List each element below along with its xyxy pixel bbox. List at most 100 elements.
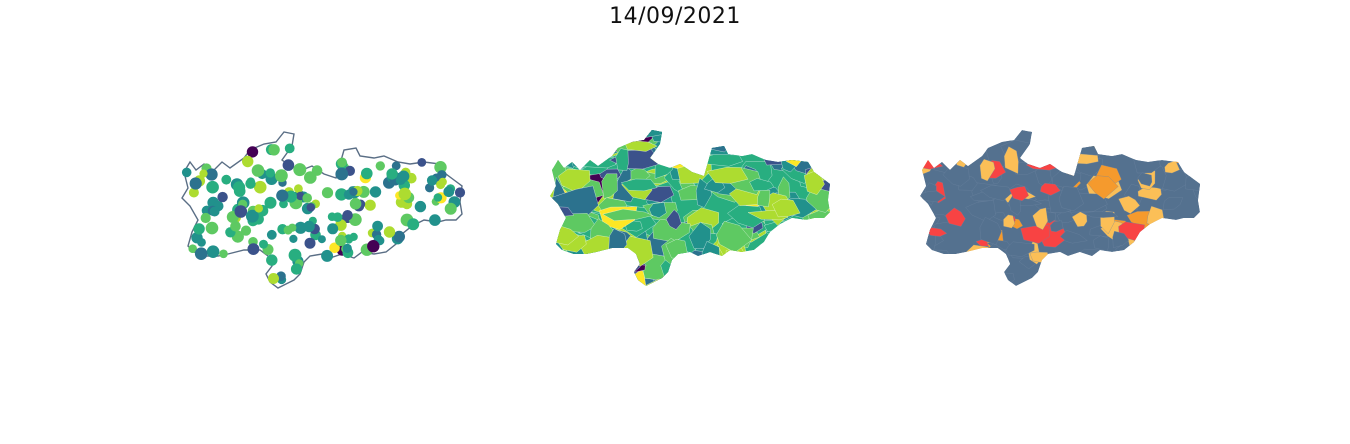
municipality-region (754, 130, 777, 151)
municipality-region (600, 268, 618, 286)
municipality-point (329, 242, 340, 254)
municipality-point (375, 161, 385, 171)
municipality-point (264, 196, 277, 209)
municipality-region (659, 135, 692, 158)
municipality-point (234, 205, 248, 218)
municipality-category (1133, 249, 1145, 268)
municipality-point (276, 189, 289, 202)
municipality-region (574, 261, 593, 286)
municipality-category (1051, 134, 1070, 153)
municipality-region (770, 130, 788, 145)
municipality-region (791, 219, 830, 238)
municipality-region (766, 275, 813, 286)
municipality-region (721, 251, 772, 270)
municipality-category (1167, 143, 1194, 164)
municipality-category (975, 248, 994, 266)
municipality-region (550, 139, 575, 159)
municipality-category (1004, 146, 1019, 174)
municipality-point (417, 158, 427, 167)
municipality-region (783, 223, 824, 235)
municipality-point (275, 169, 288, 183)
municipality-point (294, 221, 307, 234)
municipality-category (920, 201, 931, 221)
municipality-category (1181, 134, 1200, 153)
municipality-point (444, 202, 457, 215)
municipality-region (766, 254, 803, 283)
municipality-category (1195, 225, 1200, 249)
municipality-point (397, 170, 410, 183)
municipality-point (265, 168, 275, 178)
municipality-category (1047, 138, 1065, 169)
municipality-region (799, 219, 815, 237)
municipality-category (945, 207, 966, 227)
municipality-point (383, 226, 396, 238)
municipality-category (1083, 130, 1102, 140)
municipality-category (1113, 131, 1131, 148)
municipality-region (713, 256, 727, 284)
municipality-region (594, 130, 616, 142)
municipality-region (803, 271, 824, 286)
municipality-region (749, 130, 789, 152)
municipality-category (980, 185, 1012, 201)
municipality-point (206, 180, 219, 194)
municipality-point (372, 220, 383, 232)
municipality-category (1123, 264, 1145, 283)
municipality-region (761, 264, 790, 286)
municipality-point (342, 243, 352, 253)
municipality-point (251, 164, 265, 177)
municipality-point (349, 198, 362, 210)
municipality-region (820, 244, 830, 265)
municipality-category (1071, 130, 1086, 139)
municipality-region (550, 206, 575, 217)
municipality-category (1175, 245, 1200, 261)
municipality-category (1162, 197, 1184, 210)
municipality-point (205, 168, 218, 181)
municipality-point (304, 237, 316, 249)
municipality-region (785, 250, 810, 281)
municipality-point (335, 188, 348, 201)
municipality-region (666, 209, 682, 230)
municipality-region (616, 269, 635, 283)
municipality-region (753, 130, 775, 148)
municipality-category (920, 132, 930, 156)
municipality-category (1087, 175, 1119, 200)
municipality-category (1093, 130, 1113, 147)
municipality-point (268, 273, 279, 284)
municipality-region (688, 221, 711, 249)
municipality-region (754, 269, 771, 282)
municipality-point (303, 220, 315, 233)
municipality-category (1096, 266, 1119, 279)
municipality-region (574, 130, 603, 153)
municipality-category (1032, 207, 1048, 230)
municipality-category (1055, 133, 1084, 147)
municipality-category (932, 254, 960, 283)
municipality-region (691, 261, 727, 284)
municipality-region (737, 130, 758, 139)
municipality-category (957, 253, 993, 277)
municipality-region (822, 146, 830, 167)
municipality-category (1040, 183, 1061, 196)
municipality-point (200, 212, 211, 224)
municipality-category (951, 269, 981, 286)
municipality-point (290, 263, 303, 275)
municipality-point (188, 187, 199, 198)
municipality-category (920, 138, 934, 157)
municipality-region (664, 138, 698, 149)
municipality-point (197, 238, 206, 247)
municipality-point (317, 235, 326, 244)
municipality-category (1182, 154, 1200, 169)
municipality-category (1095, 130, 1125, 144)
municipality-region (608, 254, 622, 283)
municipality-point (193, 223, 205, 235)
municipality-point (437, 170, 447, 180)
municipality-region (782, 133, 804, 147)
municipality-region (576, 270, 611, 282)
municipality-category (1057, 134, 1082, 144)
municipality-point (367, 240, 380, 253)
municipality-region (774, 275, 800, 286)
municipality-region (678, 272, 708, 286)
municipality-point (206, 245, 220, 258)
municipality-point (407, 218, 420, 231)
municipality-point (443, 186, 455, 198)
